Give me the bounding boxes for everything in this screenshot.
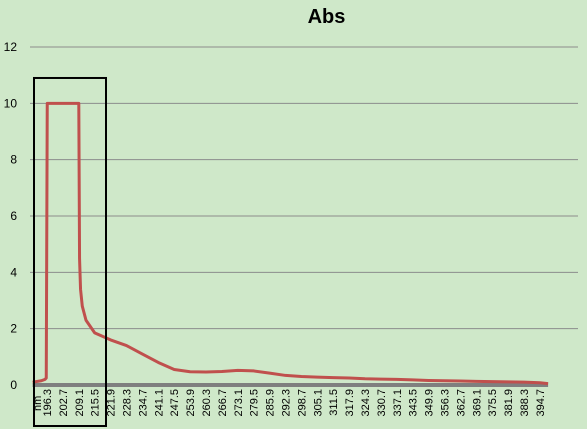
x-tick-label: 253.9 [185,389,197,417]
y-tick-label: 6 [10,209,17,223]
x-tick-label: 324.3 [360,389,372,417]
x-tick-label: 317.9 [344,389,356,417]
x-tick-label: 260.3 [201,389,213,417]
x-tick-label: 369.1 [471,389,483,417]
x-tick-label: 362.7 [455,389,467,417]
x-tick-label: 247.5 [169,389,181,417]
x-tick-label: 375.5 [487,389,499,417]
x-tick-label: 215.5 [90,389,102,417]
y-tick-label: 8 [10,153,17,167]
highlight-rectangle [33,76,107,427]
x-tick-label: 292.3 [281,389,293,417]
x-tick-label: 381.9 [503,389,515,417]
x-tick-label: 209.1 [74,389,86,417]
x-tick-label: 343.5 [408,389,420,417]
x-tick-label: 298.7 [296,389,308,417]
chart-title: Abs [307,6,346,28]
x-tick-label: 221.9 [106,389,118,417]
series-lines [32,101,549,387]
x-tick-label: 388.3 [519,389,531,417]
x-tick-label: 273.1 [233,389,245,417]
x-tick-label: 202.7 [58,389,70,417]
x-tick-label: 394.7 [535,389,547,417]
x-tick-label: 337.1 [392,389,404,417]
y-axis-ticks: 0 2 4 6 8 10 12 [4,40,18,392]
abs-series-line [32,101,549,386]
x-tick-label: 234.7 [137,389,149,417]
x-tick-label: 356.3 [440,389,452,417]
gridlines [30,46,578,330]
x-tick-label: 305.1 [312,389,324,417]
y-tick-label: 10 [4,96,18,110]
x-tick-label: 285.9 [265,389,277,417]
x-tick-label: 279.5 [249,389,261,417]
y-tick-label: 12 [4,40,18,54]
x-tick-label: 196.3 [42,389,54,417]
x-tick-label: 311.5 [328,389,340,416]
x-tick-label: 349.9 [424,389,436,417]
x-tick-label: 241.1 [153,389,165,417]
x-tick-label: 266.7 [217,389,229,417]
x-tick-label: 330.7 [376,389,388,417]
x-tick-label: 228.3 [122,389,134,417]
y-tick-label: 2 [10,322,17,336]
annotations [33,76,107,427]
y-tick-label: 0 [10,378,17,392]
y-tick-label: 4 [10,265,17,279]
